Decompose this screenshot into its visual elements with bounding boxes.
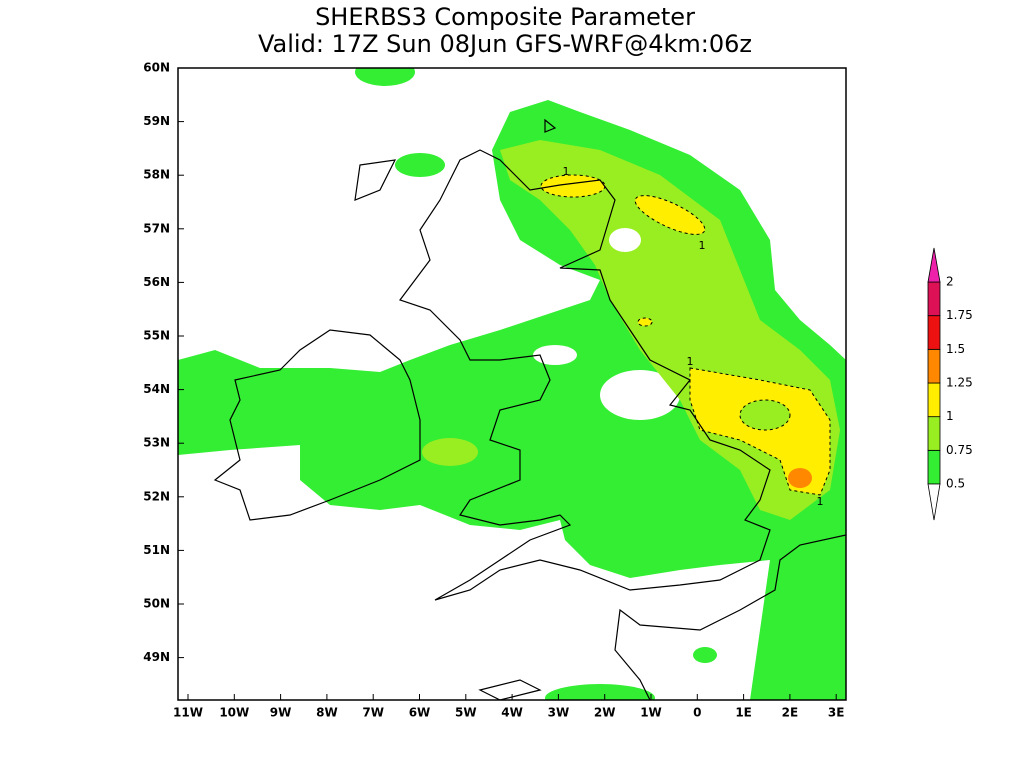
field-gap (600, 370, 680, 420)
field-gap (609, 228, 641, 252)
lat-label: 58N (143, 168, 170, 182)
colorbar-segment (927, 348, 941, 384)
colorbar-segment (927, 315, 941, 350)
contour-label: 1 (687, 355, 694, 368)
subtitle: Valid: 17Z Sun 08Jun GFS-WRF@4km:06z (258, 30, 752, 58)
coastline (614, 534, 846, 700)
colorbar-segment (927, 382, 941, 418)
colorbar-label: 1.75 (946, 308, 973, 322)
field-green (545, 684, 655, 700)
colorbar-under (927, 483, 941, 521)
colorbar-label: 0.5 (946, 477, 965, 491)
colorbar-label: 1.25 (946, 376, 973, 390)
lon-label: 10W (219, 706, 249, 720)
field-green (693, 647, 717, 663)
colorbar-label: 1 (946, 409, 954, 423)
coastline (213, 329, 421, 521)
colorbar-segment (927, 416, 941, 451)
lat-label: 57N (143, 221, 170, 235)
field-lightgreen (739, 399, 791, 431)
field-orange (788, 468, 812, 488)
lat-label: 50N (143, 597, 170, 611)
lat-label: 52N (143, 489, 170, 503)
title: SHERBS3 Composite Parameter (315, 3, 695, 31)
lat-label: 54N (143, 382, 170, 396)
field-yellow (689, 367, 831, 496)
lon-label: 11W (173, 706, 203, 720)
colorbar-segment (927, 281, 941, 317)
colorbar: 0.5 0.75 1 1.25 1.5 1.75 2 (927, 247, 973, 521)
colorbar-label: 2 (946, 275, 954, 289)
contour-label: 1 (699, 239, 706, 252)
lat-label: 51N (143, 543, 170, 557)
coastline (354, 118, 557, 700)
field-lightgreen (422, 438, 478, 466)
lat-label: 59N (143, 114, 170, 128)
colorbar-label: 0.75 (946, 443, 973, 457)
map-field (178, 68, 846, 700)
colorbar-label: 1.5 (946, 342, 965, 356)
lon-label: 2E (782, 706, 799, 720)
lon-label: 5W (455, 706, 477, 720)
lon-label: 8W (316, 706, 338, 720)
lon-label: 3W (548, 706, 570, 720)
field-gap (533, 345, 577, 365)
field-yellow (634, 195, 706, 235)
lon-label: 6W (409, 706, 431, 720)
lon-label: 4W (501, 706, 523, 720)
contour-label: 1 (817, 495, 824, 508)
lon-label: 0 (693, 706, 701, 720)
colorbar-segment (927, 449, 941, 485)
colorbar-over (927, 247, 941, 283)
lon-label: 1E (735, 706, 752, 720)
field-green (355, 68, 415, 86)
lon-label: 3E (828, 706, 845, 720)
lon-label: 7W (362, 706, 384, 720)
field-green (395, 153, 445, 177)
lat-label: 56N (143, 275, 170, 289)
lon-label: 9W (270, 706, 292, 720)
lon-label: 1W (640, 706, 662, 720)
lat-label: 49N (143, 650, 170, 664)
lat-label: 60N (143, 61, 170, 75)
lon-label: 2W (594, 706, 616, 720)
coastline (399, 149, 771, 601)
lat-label: 53N (143, 436, 170, 450)
contour-label: 1 (563, 165, 570, 178)
field-yellow (637, 317, 653, 327)
lat-label: 55N (143, 329, 170, 343)
